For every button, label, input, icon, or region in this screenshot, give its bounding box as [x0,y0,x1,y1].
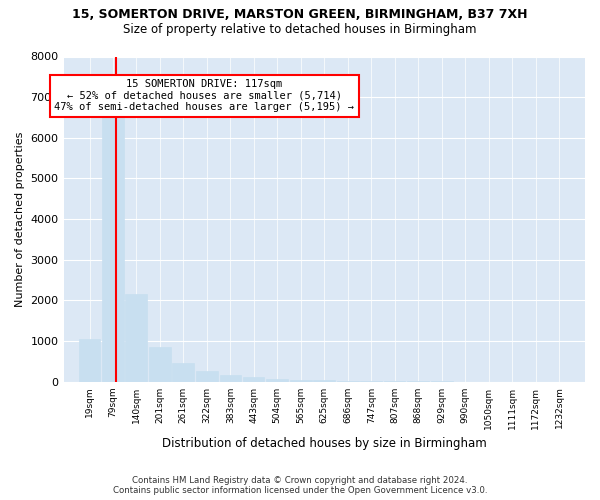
Text: 15, SOMERTON DRIVE, MARSTON GREEN, BIRMINGHAM, B37 7XH: 15, SOMERTON DRIVE, MARSTON GREEN, BIRMI… [72,8,528,20]
Bar [243,377,265,382]
Text: Size of property relative to detached houses in Birmingham: Size of property relative to detached ho… [123,22,477,36]
Text: 15 SOMERTON DRIVE: 117sqm
← 52% of detached houses are smaller (5,714)
47% of se: 15 SOMERTON DRIVE: 117sqm ← 52% of detac… [55,80,355,112]
Bar [125,294,147,382]
Bar [290,380,312,382]
Bar [313,380,335,382]
Text: Contains HM Land Registry data © Crown copyright and database right 2024.
Contai: Contains HM Land Registry data © Crown c… [113,476,487,495]
Bar [102,118,124,382]
Y-axis label: Number of detached properties: Number of detached properties [15,132,25,307]
X-axis label: Distribution of detached houses by size in Birmingham: Distribution of detached houses by size … [162,437,487,450]
Bar [196,371,218,382]
Bar [149,347,171,382]
Bar [79,339,100,382]
Bar [266,379,288,382]
Bar [361,381,382,382]
Bar [337,381,359,382]
Bar [220,375,241,382]
Bar [172,364,194,382]
